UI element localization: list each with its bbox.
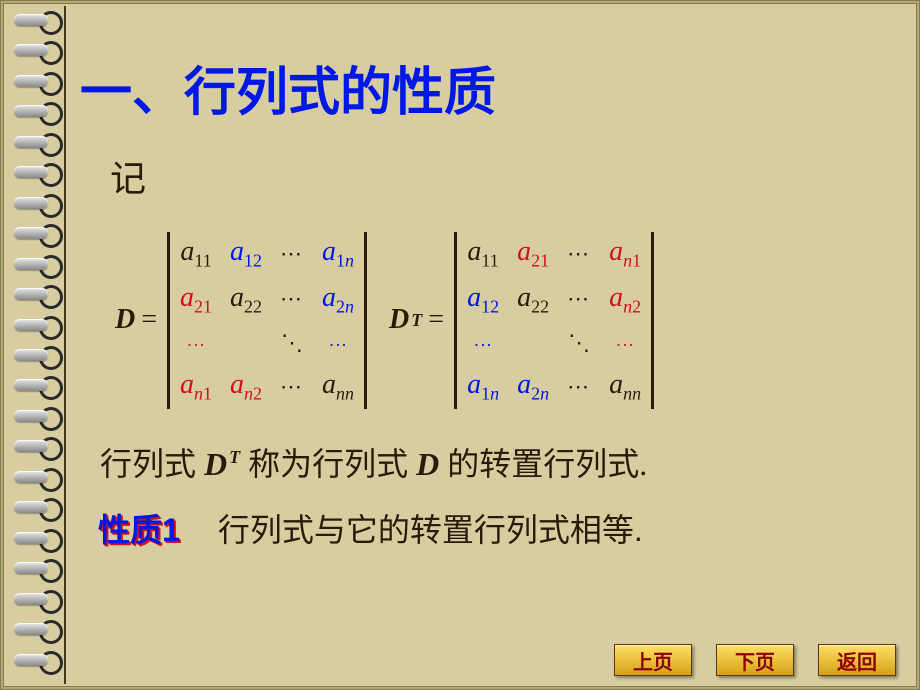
property-label: 性质1 [98,512,180,548]
spiral-ring [14,254,54,276]
sent-DT: DT [204,446,240,482]
matrix-cell: ⋯ [567,288,591,310]
property-1: 性质1 行列式与它的转置行列式相等. [98,505,900,551]
spiral-ring [14,345,54,367]
matrix-cell: ⋯ [567,243,591,265]
spiral-ring [14,71,54,93]
matrix-cell: ann [322,371,354,403]
binding-line [64,6,66,684]
matrix-cell: an1 [180,371,212,403]
matrix-cell: a11 [467,238,498,270]
matrix-cell: a1n [467,371,499,403]
matrix-cell: a11 [180,238,211,270]
matrix-DT: a11 a21 ⋯ an1 a12 a22 ⋯ an2 ⋮ ⋱ ⋮ a1n a2n ⋯ ann [457,232,651,409]
spiral-ring [14,497,54,519]
matrix-cell: ⋱ [281,332,303,354]
spiral-ring [14,223,54,245]
matrix-cell [243,329,250,357]
definition-sentence: 行列式 DT 称为行列式 D 的转置行列式. [100,439,900,485]
matrix-cell: a2n [322,284,354,316]
matrix-cell: ⋯ [567,376,591,398]
det-DT: a11 a21 ⋯ an1 a12 a22 ⋯ an2 ⋮ ⋱ ⋮ a1n a2n ⋯ ann [454,232,654,409]
matrix-cell: a1n [322,238,354,270]
spiral-ring [14,315,54,337]
spiral-binding [14,0,64,690]
spiral-ring [14,284,54,306]
det-bar-right [364,232,367,409]
back-button[interactable]: 返回 [818,644,896,676]
equals-2: = [428,304,444,336]
matrix-cell: ann [609,371,641,403]
spiral-ring [14,132,54,154]
sent-p2: 称为行列式 [240,446,416,482]
matrix-cell: ⋱ [568,332,590,354]
matrix-cell: a22 [230,284,262,316]
matrix-cell: ⋮ [474,336,492,350]
sent-p1: 行列式 [100,446,204,482]
section-title: 一、行列式的性质 [80,50,900,125]
matrix-cell: an2 [230,371,262,403]
matrix-cell [530,329,537,357]
spiral-ring [14,406,54,428]
matrix-cell: ⋮ [329,336,347,350]
spiral-ring [14,650,54,672]
spiral-ring [14,40,54,62]
matrix-cell: a21 [180,284,212,316]
determinant-formulas: D = a11 a12 ⋯ a1n a21 a22 ⋯ a2n ⋮ ⋱ ⋮ an1 an2 ⋯ ann D… [115,232,900,409]
matrix-cell: ⋮ [187,336,205,350]
DT-sup: T [411,310,422,331]
slide-content: 一、行列式的性质 记 D = a11a12⋯a1na21a22⋯a2n⋮ ⋱⋮a… [70,20,900,670]
nav-buttons: 上页 下页 返回 [614,644,896,676]
property-text: 行列式与它的转置行列式相等. [218,512,643,548]
matrix-cell: ⋯ [280,243,304,265]
spiral-ring [14,10,54,32]
matrix-D: a11 a12 ⋯ a1n a21 a22 ⋯ a2n ⋮ ⋱ ⋮ an1 an2 ⋯ ann [170,232,364,409]
spiral-ring [14,589,54,611]
sent-p3: 的转置行列式. [439,446,647,482]
spiral-ring [14,467,54,489]
matrix-cell: a21 [517,238,549,270]
DT-label: DT [389,304,422,336]
matrix-cell: a22 [517,284,549,316]
spiral-ring [14,162,54,184]
prev-button[interactable]: 上页 [614,644,692,676]
matrix-cell: ⋮ [616,336,634,350]
equals-1: = [141,304,157,336]
intro-text: 记 [110,150,900,202]
matrix-cell: a12 [230,238,262,270]
next-button[interactable]: 下页 [716,644,794,676]
matrix-cell: an1 [609,238,641,270]
spiral-ring [14,558,54,580]
spiral-ring [14,193,54,215]
spiral-ring [14,101,54,123]
spiral-ring [14,619,54,641]
matrix-cell: an2 [609,284,641,316]
matrix-cell: a2n [517,371,549,403]
matrix-cell: ⋯ [280,376,304,398]
det-D: a11 a12 ⋯ a1n a21 a22 ⋯ a2n ⋮ ⋱ ⋮ an1 an2 ⋯ ann [167,232,367,409]
spiral-ring [14,375,54,397]
matrix-cell: a12 [467,284,499,316]
spiral-ring [14,436,54,458]
DT-base: D [389,304,409,336]
D-label: D [115,304,135,336]
det-bar-right-2 [651,232,654,409]
sent-D: D [416,446,439,482]
spiral-ring [14,528,54,550]
matrix-cell: ⋯ [280,288,304,310]
